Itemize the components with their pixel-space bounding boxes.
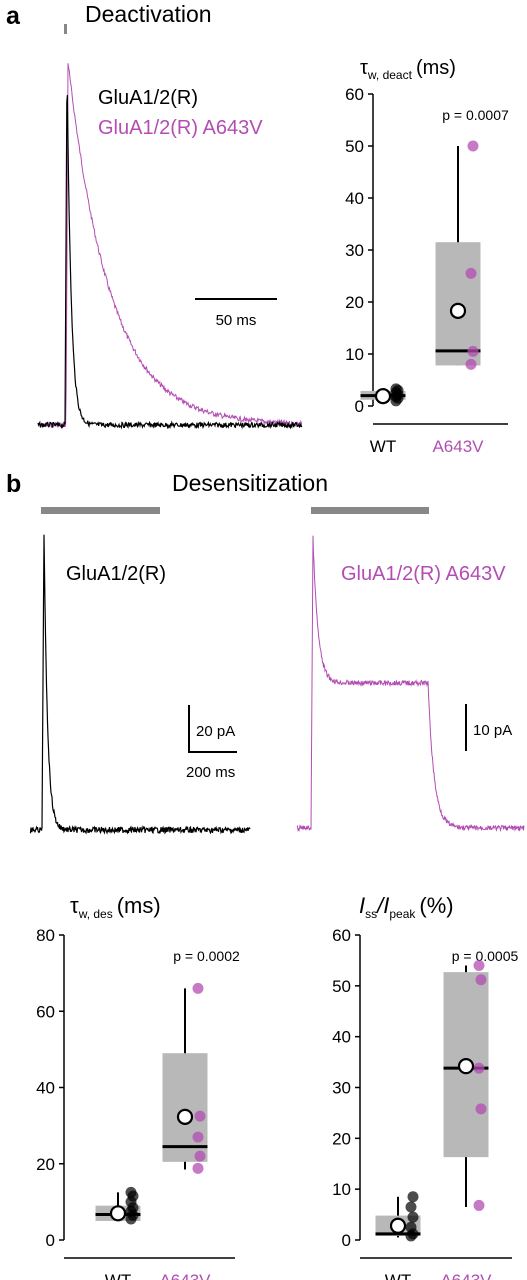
scale-current-wt: 20 pA [196, 723, 235, 740]
mut-data-point [192, 1131, 204, 1143]
mut-data-point [473, 1199, 485, 1211]
y-tick-label: 50 [332, 977, 351, 996]
mut-data-point [194, 1150, 206, 1162]
y-tick-label: 20 [36, 1155, 55, 1174]
y-tick-label: 40 [36, 1079, 55, 1098]
mut-data-point [475, 974, 487, 986]
stimulus-bar-mutant [311, 507, 429, 514]
deactivation-traces [37, 63, 303, 430]
mut-mean-marker [176, 1108, 194, 1125]
y-tick-label: 0 [355, 397, 364, 416]
iss-ipeak-ylabel: Iss/Ipeak (%) [359, 893, 454, 921]
mut-data-point [465, 358, 477, 370]
mut-data-point [192, 1162, 204, 1174]
y-tick-label: 60 [332, 926, 351, 945]
y-tick-label: 50 [345, 137, 364, 156]
tau-deact-chart: τw, deact (ms) 0 10 20 30 40 50 60 p = 0.0007 WT A… [345, 57, 509, 456]
stimulus-marker-a [64, 24, 67, 34]
wt-mean-marker [374, 388, 392, 405]
wt-mean-marker [389, 1217, 407, 1234]
wt-data-point [405, 1221, 417, 1233]
y-tick-label: 30 [332, 1079, 351, 1098]
mut-data-point [467, 140, 479, 152]
trace-wt-desensitization [29, 534, 251, 835]
mut-data-point [192, 982, 204, 994]
wt-data-point [405, 1201, 417, 1213]
category-label-mutant: A643V [159, 1271, 211, 1280]
panel-a-letter: a [6, 2, 21, 30]
mut-data-point [475, 1103, 487, 1115]
wt-data-point [407, 1211, 419, 1223]
category-label-mutant: A643V [440, 1271, 492, 1280]
y-tick-label: 10 [345, 345, 364, 364]
mut-box [162, 1053, 208, 1162]
p-value: p = 0.0005 [452, 948, 519, 964]
tau-des-chart: τw, des(ms) 0 20 40 60 80 p = 0.0002 WT A643V [36, 893, 240, 1280]
mut-mean-marker [449, 302, 467, 319]
category-label-wt: WT [385, 1271, 411, 1280]
wt-data-point [125, 1186, 137, 1198]
panel-b-title: Desensitization [172, 470, 328, 496]
trace-mutant-deactivation [37, 63, 303, 429]
category-label-mutant: A643V [432, 437, 484, 456]
y-tick-label: 60 [36, 1002, 55, 1021]
stimulus-bar-wt [41, 507, 160, 514]
desens-label-mutant: GluA1/2(R) A643V [341, 563, 506, 585]
iss-ipeak-chart: Iss/Ipeak(%) 0 10 20 30 40 50 60 p = 0.0005 WT A6… [332, 893, 518, 1280]
y-tick-label: 40 [332, 1028, 351, 1047]
p-value: p = 0.0002 [173, 948, 240, 964]
tau-deact-ylabel: τw, deact (ms) [360, 57, 456, 82]
time-scale-label-a: 50 ms [216, 312, 257, 329]
trace-mutant-desensitization [296, 535, 525, 833]
y-tick-label: 0 [46, 1231, 55, 1250]
panel-b-letter: b [6, 470, 21, 498]
p-value: p = 0.0007 [442, 107, 509, 123]
mut-mean-marker [457, 1058, 475, 1075]
wt-mean-marker [109, 1205, 127, 1222]
y-tick-label: 0 [342, 1231, 351, 1250]
legend-mutant: GluA1/2(R) A643V [98, 117, 263, 139]
y-tick-label: 20 [345, 293, 364, 312]
y-tick-label: 30 [345, 241, 364, 260]
y-tick-label: 80 [36, 926, 55, 945]
category-label-wt: WT [370, 437, 396, 456]
mut-data-point [465, 267, 477, 279]
scale-current-mutant: 10 pA [473, 722, 512, 739]
desens-label-wt: GluA1/2(R) [66, 563, 166, 585]
mut-data-point [467, 345, 479, 357]
wt-data-point [390, 383, 402, 395]
tau-des-ylabel: τw, des (ms) [70, 893, 161, 921]
mut-data-point [194, 1110, 206, 1122]
category-label-wt: WT [105, 1271, 131, 1280]
mut-data-point [473, 1062, 485, 1074]
y-tick-label: 60 [345, 85, 364, 104]
y-tick-label: 40 [345, 189, 364, 208]
y-tick-label: 10 [332, 1180, 351, 1199]
legend-wt: GluA1/2(R) [98, 87, 198, 109]
y-tick-label: 20 [332, 1129, 351, 1148]
trace-wt-deactivation [37, 95, 303, 430]
scale-bar-wt [188, 705, 237, 753]
scale-time-wt: 200 ms [186, 764, 235, 781]
mut-data-point [473, 960, 485, 971]
desensitization-traces [29, 534, 525, 835]
wt-data-point [407, 1191, 419, 1203]
panel-a-title: Deactivation [85, 1, 212, 27]
